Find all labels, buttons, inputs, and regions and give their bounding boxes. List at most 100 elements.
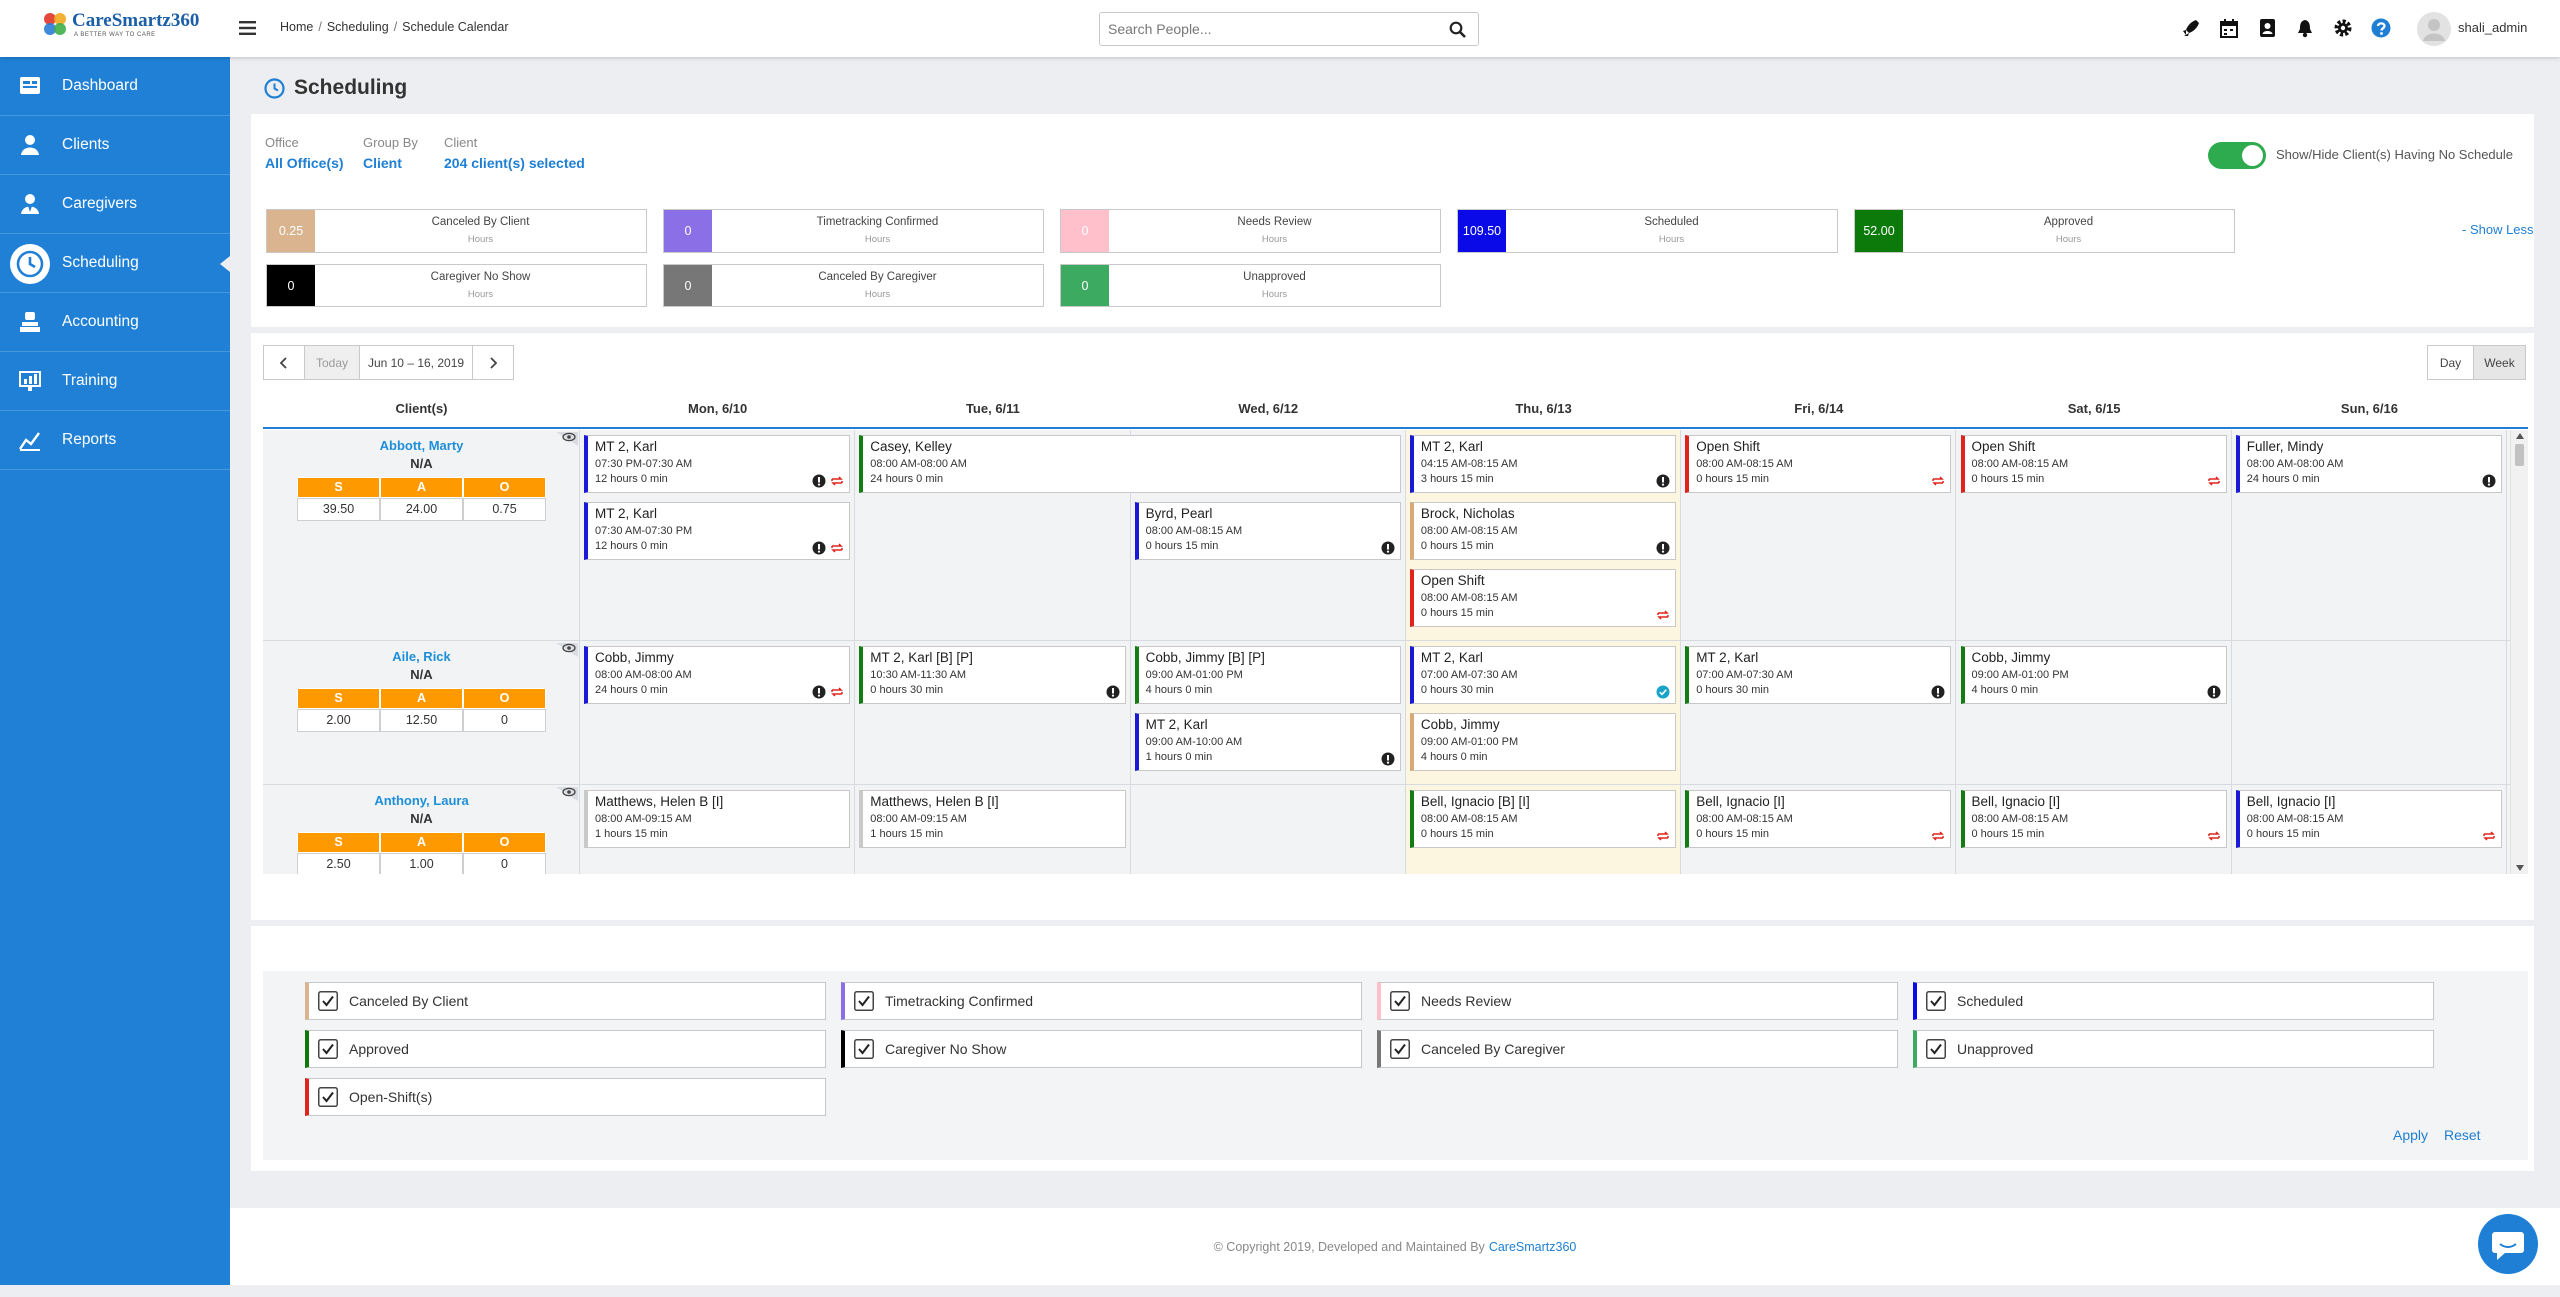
today-button[interactable]: Today: [304, 345, 360, 380]
user-name[interactable]: shali_admin: [2458, 20, 2528, 35]
reset-button[interactable]: Reset: [2444, 1127, 2481, 1143]
view-button[interactable]: Week: [2473, 345, 2526, 380]
repeat-icon[interactable]: [2207, 474, 2221, 488]
shift-card[interactable]: MT 2, Karl [B] [P] 10:30 AM-11:30 AM 0 hou…: [859, 646, 1126, 704]
legend-item[interactable]: Caregiver No Show: [841, 1030, 1362, 1068]
repeat-icon[interactable]: [1656, 829, 1670, 843]
scroll-up[interactable]: [2516, 433, 2524, 439]
shift-card[interactable]: Matthews, Helen B [I] 08:00 AM-09:15 AM 1 …: [584, 790, 851, 848]
shift-card[interactable]: Bell, Ignacio [I] 08:00 AM-08:15 AM 0 hour…: [1960, 790, 2227, 848]
info-icon[interactable]: [2207, 685, 2221, 699]
next-week-button[interactable]: [472, 345, 514, 380]
repeat-icon[interactable]: [1656, 608, 1670, 622]
repeat-icon[interactable]: [830, 541, 844, 555]
view-button[interactable]: Day: [2427, 345, 2474, 380]
legend-checkbox[interactable]: [1390, 991, 1410, 1011]
shift-card[interactable]: Matthews, Helen B [I] 08:00 AM-09:15 AM 1 …: [859, 790, 1126, 848]
filter-value[interactable]: 204 client(s) selected: [444, 155, 585, 171]
help-icon[interactable]: [2371, 18, 2391, 38]
calendar-icon[interactable]: [2219, 18, 2239, 38]
info-icon[interactable]: [812, 474, 826, 488]
breadcrumb-item[interactable]: Scheduling: [326, 20, 389, 34]
legend-checkbox[interactable]: [1390, 1039, 1410, 1059]
legend-item[interactable]: Canceled By Caregiver: [1377, 1030, 1898, 1068]
legend-item[interactable]: Scheduled: [1913, 982, 2434, 1020]
shift-card[interactable]: Open Shift 08:00 AM-08:15 AM 0 hours 15 mi…: [1960, 435, 2227, 493]
repeat-icon[interactable]: [1931, 474, 1945, 488]
shift-card[interactable]: MT 2, Karl 07:30 PM-07:30 AM 12 hours 0 mi…: [584, 435, 851, 493]
search-icon[interactable]: [1449, 21, 1466, 38]
sidebar-item[interactable]: Caregivers: [0, 175, 230, 234]
shift-card[interactable]: Byrd, Pearl 08:00 AM-08:15 AM 0 hours 15 m…: [1134, 502, 1401, 560]
sidebar-item[interactable]: Accounting: [0, 293, 230, 352]
filter-value[interactable]: All Office(s): [265, 155, 344, 171]
info-icon[interactable]: [1106, 685, 1120, 699]
shift-card[interactable]: MT 2, Karl 09:00 AM-10:00 AM 1 hours 0 min: [1134, 713, 1401, 771]
view-client-icon[interactable]: [552, 432, 578, 448]
shift-card[interactable]: Brock, Nicholas 08:00 AM-08:15 AM 0 hours …: [1409, 502, 1677, 560]
footer-brand[interactable]: CareSmartz360: [1488, 1239, 1577, 1254]
legend-item[interactable]: Needs Review: [1377, 982, 1898, 1020]
legend-item[interactable]: Open-Shift(s): [305, 1078, 826, 1116]
legend-item[interactable]: Canceled By Client: [305, 982, 826, 1020]
repeat-icon[interactable]: [2207, 829, 2221, 843]
shift-card[interactable]: Cobb, Jimmy [B] [P] 09:00 AM-01:00 PM 4 ho…: [1134, 646, 1401, 704]
chat-button[interactable]: [2474, 1210, 2542, 1278]
toggle-switch[interactable]: [2208, 142, 2266, 169]
check-icon[interactable]: [1656, 685, 1670, 699]
bell-icon[interactable]: [2295, 18, 2315, 38]
shift-card[interactable]: MT 2, Karl 07:00 AM-07:30 AM 0 hours 30 mi…: [1685, 646, 1952, 704]
info-icon[interactable]: [812, 685, 826, 699]
shift-card[interactable]: Bell, Ignacio [B] [I] 08:00 AM-08:15 AM 0 …: [1409, 790, 1677, 848]
repeat-icon[interactable]: [830, 685, 844, 699]
repeat-icon[interactable]: [830, 474, 844, 488]
filter-value[interactable]: Client: [363, 155, 402, 171]
shift-card[interactable]: Cobb, Jimmy 08:00 AM-08:00 AM 24 hours 0 m…: [584, 646, 851, 704]
apply-button[interactable]: Apply: [2393, 1127, 2429, 1143]
view-client-icon[interactable]: [552, 787, 578, 803]
info-icon[interactable]: [1656, 541, 1670, 555]
repeat-icon[interactable]: [1931, 829, 1945, 843]
client-name[interactable]: Anthony, Laura: [374, 793, 469, 808]
shift-card[interactable]: Open Shift 08:00 AM-08:15 AM 0 hours 15 mi…: [1409, 569, 1677, 627]
repeat-icon[interactable]: [2482, 829, 2496, 843]
breadcrumb-item[interactable]: Home: [280, 20, 314, 34]
scroll-down[interactable]: [2516, 865, 2524, 871]
info-icon[interactable]: [1381, 752, 1395, 766]
user-avatar[interactable]: [2417, 12, 2451, 46]
shift-card[interactable]: Cobb, Jimmy 09:00 AM-01:00 PM 4 hours 0 mi…: [1960, 646, 2227, 704]
scroll-thumb[interactable]: [2515, 444, 2524, 466]
shift-card[interactable]: MT 2, Karl 07:00 AM-07:30 AM 0 hours 30 mi…: [1409, 646, 1677, 704]
shift-card[interactable]: Open Shift 08:00 AM-08:15 AM 0 hours 15 mi…: [1685, 435, 1952, 493]
info-icon[interactable]: [2482, 474, 2496, 488]
view-client-icon[interactable]: [552, 643, 578, 659]
menu-toggle[interactable]: [239, 21, 256, 35]
sidebar-item[interactable]: Training: [0, 352, 230, 411]
show-less-link[interactable]: - Show Less: [2462, 222, 2534, 237]
sidebar-item[interactable]: Reports: [0, 411, 230, 470]
sidebar-item[interactable]: Scheduling: [0, 234, 230, 293]
rocket-icon[interactable]: [2181, 18, 2201, 38]
legend-checkbox[interactable]: [854, 991, 874, 1011]
contacts-icon[interactable]: [2257, 18, 2277, 38]
legend-item[interactable]: Unapproved: [1913, 1030, 2434, 1068]
shift-card[interactable]: Fuller, Mindy 08:00 AM-08:00 AM 24 hours 0…: [2235, 435, 2503, 493]
legend-checkbox[interactable]: [854, 1039, 874, 1059]
client-name[interactable]: Aile, Rick: [392, 649, 451, 664]
sidebar-item[interactable]: Clients: [0, 116, 230, 175]
shift-card[interactable]: Bell, Ignacio [I] 08:00 AM-08:15 AM 0 hour…: [2235, 790, 2503, 848]
legend-item[interactable]: Approved: [305, 1030, 826, 1068]
shift-card[interactable]: Casey, Kelley 08:00 AM-08:00 AM 24 hours 0…: [859, 435, 1401, 493]
shift-card[interactable]: MT 2, Karl 07:30 AM-07:30 PM 12 hours 0 mi…: [584, 502, 851, 560]
legend-item[interactable]: Timetracking Confirmed: [841, 982, 1362, 1020]
prev-week-button[interactable]: [263, 345, 305, 380]
legend-checkbox[interactable]: [318, 991, 338, 1011]
legend-checkbox[interactable]: [1926, 991, 1946, 1011]
shift-card[interactable]: Bell, Ignacio [I] 08:00 AM-08:15 AM 0 hour…: [1685, 790, 1952, 848]
legend-checkbox[interactable]: [318, 1039, 338, 1059]
info-icon[interactable]: [1656, 474, 1670, 488]
search-box[interactable]: Search People...: [1099, 12, 1479, 46]
client-name[interactable]: Abbott, Marty: [379, 438, 464, 453]
shift-card[interactable]: MT 2, Karl 04:15 AM-08:15 AM 3 hours 15 mi…: [1409, 435, 1677, 493]
info-icon[interactable]: [1931, 685, 1945, 699]
